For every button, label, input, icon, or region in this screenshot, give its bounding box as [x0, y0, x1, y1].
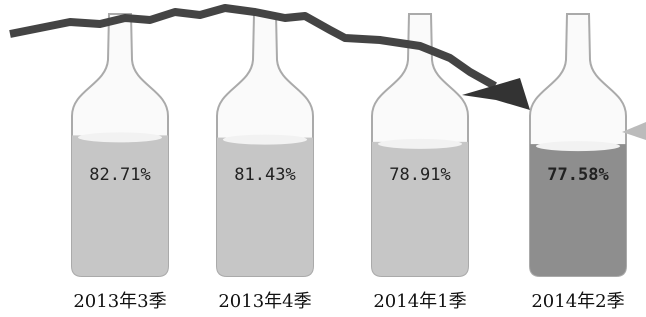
chart: 82.71% 2013年3季 81.43% 2013年4季 78.91% 2014年1季 7… [0, 0, 646, 317]
liquid [370, 142, 470, 276]
bottles: 82.71% 2013年3季 81.43% 2013年4季 78.91% 2014年1季 7… [70, 14, 628, 312]
x-tick-label: 2014年2季 [531, 291, 624, 312]
value-label: 78.91% [389, 165, 450, 185]
x-tick-label: 2013年3季 [73, 291, 166, 312]
liquid-surface [536, 141, 620, 151]
x-tick-label: 2014年1季 [373, 291, 466, 312]
liquid [528, 144, 628, 276]
liquid-surface [78, 132, 162, 142]
liquid [70, 135, 170, 276]
value-label: 81.43% [234, 165, 295, 185]
x-tick-label: 2013年4季 [218, 291, 311, 312]
value-label: 82.71% [89, 165, 150, 185]
page: {"chart_data": {"type": "bottle", "categ… [0, 0, 646, 317]
liquid-surface [378, 139, 462, 149]
value-label: 77.58% [547, 165, 609, 185]
liquid [215, 138, 315, 276]
liquid-surface [223, 135, 307, 145]
